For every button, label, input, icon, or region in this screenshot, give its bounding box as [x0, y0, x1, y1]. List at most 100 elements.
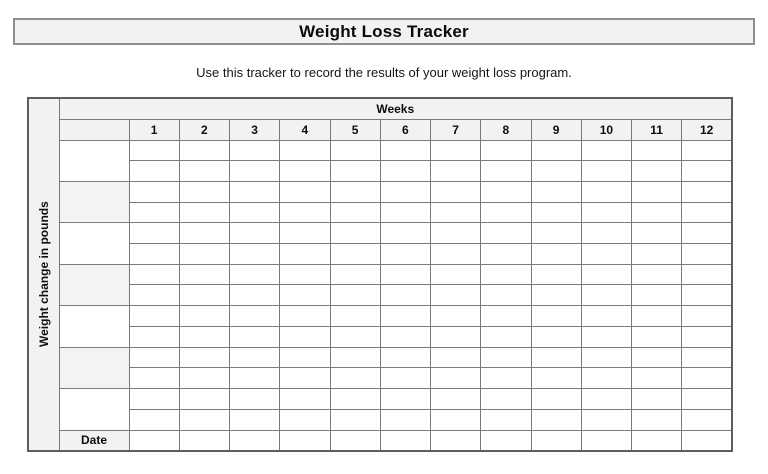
grid-cell: [480, 180, 532, 203]
grid-cell: [580, 346, 633, 369]
grid-cell: [530, 139, 582, 162]
grid-cell: [630, 346, 683, 369]
week-col-header: 8: [480, 118, 532, 141]
grid-cell: [681, 139, 733, 162]
grid-cell: [178, 305, 231, 327]
grid-cell: [530, 325, 582, 348]
grid-cell: [228, 284, 281, 307]
grid-cell: [329, 160, 381, 182]
week-col-header: 5: [329, 118, 381, 141]
grid-cell: [279, 346, 331, 369]
date-cell: [580, 429, 633, 452]
grid-cell: [429, 201, 482, 224]
grid-cell: [279, 160, 331, 182]
grid-cell: [379, 160, 432, 182]
grid-cell: [681, 387, 733, 410]
grid-cell: [178, 387, 231, 410]
grid-cell: [178, 346, 231, 369]
grid-cell: [681, 201, 733, 224]
grid-cell: [681, 160, 733, 182]
weight-band-cell: [58, 305, 130, 348]
grid-cell: [329, 387, 381, 410]
week-col-header: 2: [178, 118, 231, 141]
grid-cell: [480, 367, 532, 389]
grid-cell: [530, 243, 582, 265]
grid-cell: [128, 243, 180, 265]
grid-cell: [128, 139, 180, 162]
grid-cell: [329, 408, 381, 431]
grid-cell: [228, 160, 281, 182]
week-col-header: 12: [681, 118, 733, 141]
grid-cell: [379, 284, 432, 307]
date-cell: [279, 429, 331, 452]
grid-cell: [580, 160, 633, 182]
grid-cell: [429, 387, 482, 410]
grid-cell: [128, 284, 180, 307]
grid-cell: [580, 180, 633, 203]
grid-cell: [379, 346, 432, 369]
weight-band-cell: [58, 180, 130, 224]
grid-cell: [379, 263, 432, 286]
grid-cell: [530, 367, 582, 389]
grid-cell: [279, 201, 331, 224]
grid-cell: [681, 325, 733, 348]
grid-cell: [178, 367, 231, 389]
grid-cell: [228, 305, 281, 327]
tracker-table: Weight change in pounds Weeks 1 2 3 4 5 6 7 8 9 10 1…: [27, 97, 733, 452]
grid-cell: [329, 139, 381, 162]
side-label-cell: Weight change in pounds: [27, 97, 60, 452]
grid-cell: [228, 201, 281, 224]
grid-cell: [681, 305, 733, 327]
side-label: Weight change in pounds: [36, 201, 51, 348]
weight-band-cell: [58, 139, 130, 182]
grid-cell: [480, 263, 532, 286]
grid-cell: [630, 201, 683, 224]
grid-cell: [128, 180, 180, 203]
grid-cell: [429, 263, 482, 286]
grid-cell: [580, 201, 633, 224]
grid-cell: [580, 367, 633, 389]
weeks-banner: Weeks: [58, 97, 733, 120]
grid-cell: [630, 139, 683, 162]
grid-cell: [228, 325, 281, 348]
grid-cell: [128, 325, 180, 348]
grid-cell: [530, 408, 582, 431]
grid-cell: [630, 305, 683, 327]
weight-band-cell: [58, 387, 130, 431]
grid-cell: [429, 180, 482, 203]
week-col-header: 7: [429, 118, 482, 141]
grid-cell: [379, 201, 432, 224]
grid-cell: [379, 139, 432, 162]
grid-cell: [228, 408, 281, 431]
grid-cell: [329, 367, 381, 389]
grid-cell: [580, 387, 633, 410]
grid-cell: [329, 222, 381, 245]
instruction-text: Use this tracker to record the results o…: [196, 65, 572, 80]
grid-cell: [128, 263, 180, 286]
grid-cell: [480, 284, 532, 307]
grid-cell: [530, 222, 582, 245]
grid-cell: [681, 367, 733, 389]
grid-cell: [480, 305, 532, 327]
week-col-header: 1: [128, 118, 180, 141]
grid-cell: [279, 387, 331, 410]
date-cell: [128, 429, 180, 452]
date-cell: [480, 429, 532, 452]
grid-cell: [429, 284, 482, 307]
grid-cell: [279, 408, 331, 431]
grid-cell: [681, 284, 733, 307]
grid-cell: [279, 180, 331, 203]
week-col-header: 10: [580, 118, 633, 141]
grid-cell: [480, 387, 532, 410]
grid-cell: [178, 201, 231, 224]
grid-cell: [580, 222, 633, 245]
grid-cell: [128, 387, 180, 410]
grid-cell: [128, 408, 180, 431]
grid-cell: [480, 160, 532, 182]
grid-cell: [530, 180, 582, 203]
grid-cell: [128, 367, 180, 389]
date-cell: [681, 429, 733, 452]
grid-cell: [530, 346, 582, 369]
grid-cell: [228, 243, 281, 265]
